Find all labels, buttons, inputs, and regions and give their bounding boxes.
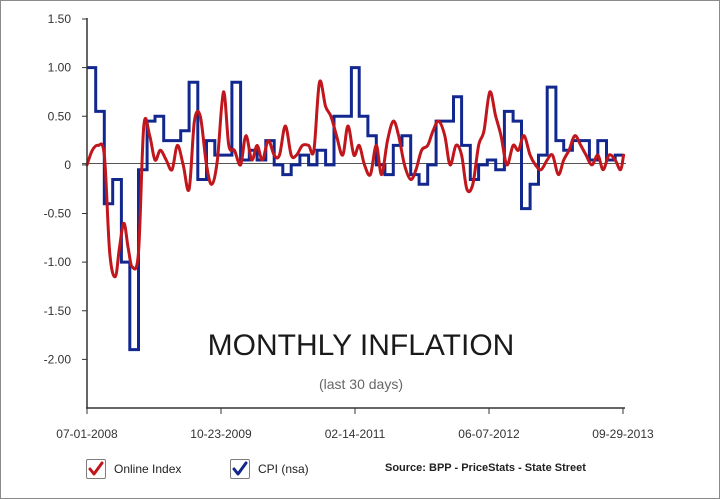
legend-label-cpi: CPI (nsa): [258, 462, 309, 476]
y-tick-label: -1.50: [44, 304, 72, 318]
series-line-cpi: [87, 66, 623, 352]
chart-subtitle: (last 30 days): [319, 376, 403, 392]
x-tick-label: 09-29-2013: [592, 427, 654, 441]
y-tick-label: 1.00: [48, 61, 72, 75]
legend-cpi[interactable]: CPI (nsa): [230, 455, 309, 483]
title-backdrop: [180, 324, 542, 396]
y-tick-label: 0.50: [48, 109, 72, 123]
source-note: Source: BPP - PriceStats - State Street: [385, 462, 586, 474]
check-icon: [88, 461, 104, 476]
series-line-online-index: [85, 79, 626, 279]
legend-online-index[interactable]: Online Index: [86, 455, 181, 483]
x-tick-label: 06-07-2012: [458, 427, 520, 441]
x-axis-ticks: 07-01-2008 10-23-2009 02-14-2011 06-07-2012…: [56, 408, 654, 441]
chart-title: MONTHLY INFLATION: [208, 329, 515, 362]
y-axis-ticks: 1.50 1.00 0.50 0 -0.50 -1.00 -1.50 -2.00: [44, 12, 87, 366]
y-tick-label: 0: [64, 158, 71, 172]
y-tick-label: -0.50: [44, 207, 72, 221]
y-tick-label: 1.50: [48, 12, 72, 26]
y-tick-label: -2.00: [44, 352, 72, 366]
legend-label-online-index: Online Index: [114, 462, 182, 476]
y-tick-label: -1.00: [44, 255, 72, 269]
checkbox-online-index[interactable]: [86, 459, 106, 479]
x-tick-label: 02-14-2011: [325, 427, 386, 441]
check-icon: [232, 461, 248, 476]
x-tick-label: 10-23-2009: [190, 427, 252, 441]
x-tick-label: 07-01-2008: [56, 427, 118, 441]
checkbox-cpi[interactable]: [230, 459, 250, 479]
